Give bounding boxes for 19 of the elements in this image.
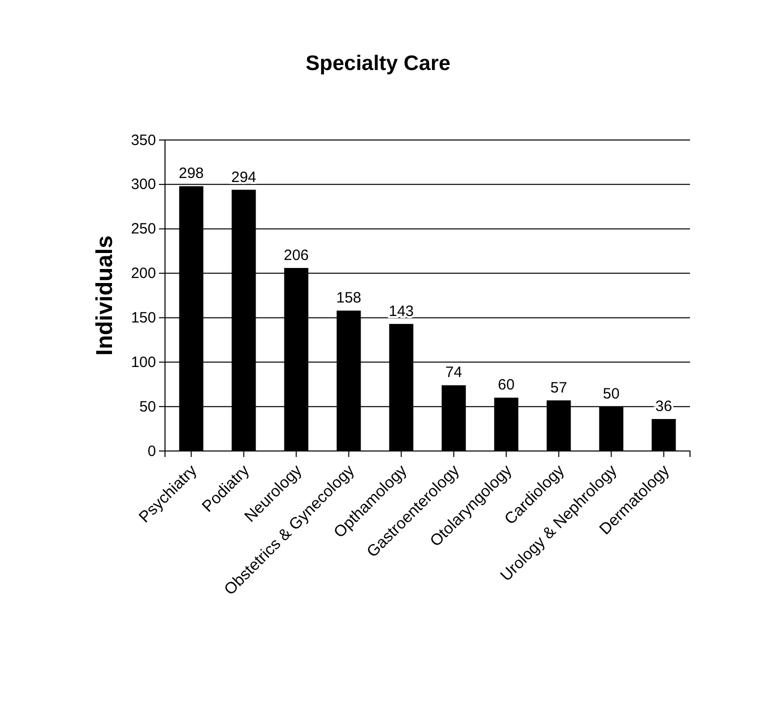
chart-title: Specialty Care (306, 52, 450, 75)
y-tick-label: 250 (130, 220, 156, 238)
data-label: 74 (445, 364, 462, 382)
y-tick-label: 300 (130, 176, 156, 194)
y-tick-label: 50 (139, 398, 156, 416)
data-label: 298 (178, 165, 204, 182)
data-label: 143 (388, 302, 414, 320)
data-label: 158 (336, 290, 362, 307)
y-axis-title: Individuals (91, 235, 117, 356)
y-tick-label: 200 (130, 265, 156, 282)
data-label: 206 (284, 246, 309, 264)
y-tick-label: 350 (130, 132, 156, 149)
data-label: 60 (498, 376, 515, 394)
data-label: 294 (231, 168, 256, 186)
data-label: 50 (602, 386, 620, 403)
y-tick-label: 150 (130, 310, 156, 327)
y-tick-label: 0 (148, 442, 156, 460)
y-tick-label: 100 (130, 354, 156, 371)
data-label: 57 (550, 379, 568, 396)
